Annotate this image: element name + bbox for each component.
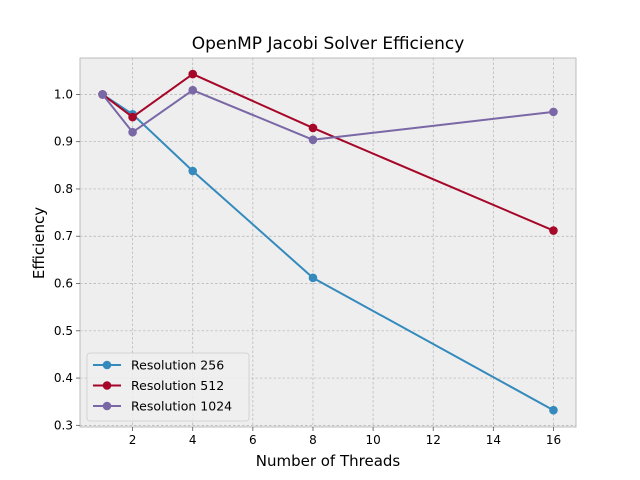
y-tick-label: 1.0 xyxy=(54,87,73,101)
data-point xyxy=(188,166,198,176)
y-tick-label: 0.9 xyxy=(54,135,73,149)
chart-title: OpenMP Jacobi Solver Efficiency xyxy=(192,34,465,54)
data-point xyxy=(128,127,137,137)
legend: Resolution 256 Resolution 512 Resolution 1… xyxy=(86,352,250,422)
x-tick-label: 8 xyxy=(309,433,317,447)
y-tick-label: 0.5 xyxy=(54,324,73,338)
legend-label: Resolution 1024 xyxy=(131,399,232,414)
legend-item: Resolution 512 xyxy=(93,378,224,393)
data-point xyxy=(308,273,318,283)
legend-item: Resolution 256 xyxy=(93,358,224,373)
legend-swatch-marker xyxy=(102,381,112,390)
legend-box xyxy=(86,352,250,422)
x-axis-label: Number of Threads xyxy=(256,452,401,470)
y-tick-label: 0.7 xyxy=(54,229,73,243)
y-tick-label: 0.8 xyxy=(54,182,73,196)
data-point xyxy=(128,112,137,122)
x-tick-label: 6 xyxy=(249,433,257,447)
x-tick-label: 2 xyxy=(129,433,137,447)
legend-label: Resolution 512 xyxy=(131,378,224,393)
y-tick-label: 0.3 xyxy=(54,418,73,432)
x-tick-label: 10 xyxy=(365,433,380,447)
series-3 xyxy=(98,85,558,145)
legend-label: Resolution 256 xyxy=(131,358,224,373)
axes xyxy=(79,57,577,428)
series-layer xyxy=(98,69,558,415)
data-point xyxy=(188,85,198,95)
data-point xyxy=(98,90,107,99)
data-point xyxy=(308,135,318,145)
y-axis-label: Efficiency xyxy=(30,207,48,279)
y-tick-label: 0.4 xyxy=(54,371,73,385)
data-point xyxy=(188,69,198,79)
plot-frame xyxy=(79,57,577,428)
data-point xyxy=(308,123,318,133)
y-tick-label: 0.6 xyxy=(54,277,73,291)
data-point xyxy=(549,107,558,117)
legend-item: Resolution 1024 xyxy=(93,399,232,414)
legend-swatch-marker xyxy=(102,360,112,370)
data-point xyxy=(549,405,558,415)
x-tick-label: 16 xyxy=(546,433,561,447)
ticks: 2 4 6 8 10 12 14 16 0.3 0.4 0.5 0.6 0.7 0.8 0.9 1.0 xyxy=(54,87,561,447)
x-tick-label: 4 xyxy=(189,433,197,447)
legend-swatch-marker xyxy=(102,401,112,411)
x-tick-label: 14 xyxy=(486,433,501,447)
data-point xyxy=(549,226,558,235)
x-tick-label: 12 xyxy=(426,433,441,447)
